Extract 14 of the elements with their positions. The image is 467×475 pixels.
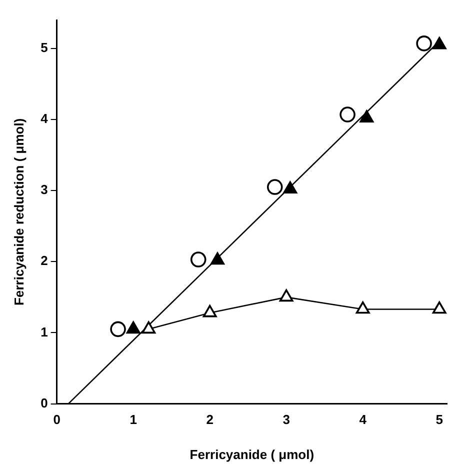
x-tick-label: 1 — [130, 412, 137, 428]
y-tick-label: 1 — [40, 324, 48, 340]
x-axis-title: Ferricyanide ( μmol) — [190, 446, 314, 462]
y-tick-label: 3 — [40, 182, 48, 198]
y-tick-label: 0 — [40, 395, 48, 410]
y-tick-label: 4 — [40, 111, 49, 126]
x-tick-label: 3 — [282, 412, 290, 428]
x-tick-label: 5 — [436, 412, 443, 428]
y-tick-label: 5 — [40, 40, 48, 56]
y-axis-title: Ferricyanide reduction ( μmol) — [11, 118, 26, 306]
x-tick-label: 2 — [206, 412, 214, 428]
x-tick-label: 0 — [53, 412, 60, 428]
y-tick-label: 2 — [40, 253, 48, 268]
x-tick-label: 4 — [359, 412, 368, 428]
